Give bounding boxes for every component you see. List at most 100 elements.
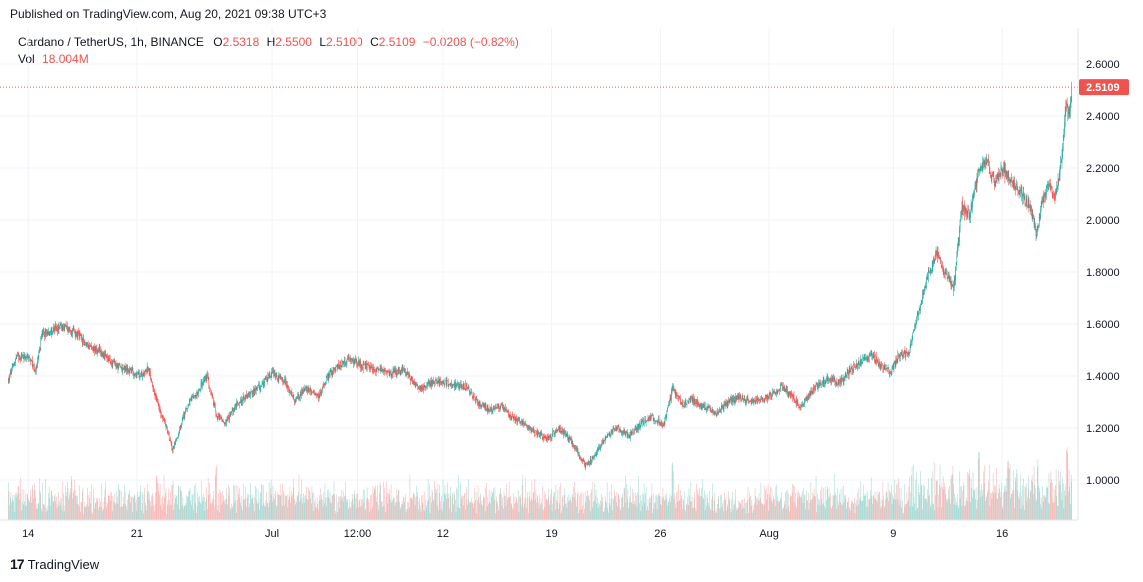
volume-bar — [953, 484, 954, 520]
volume-bar — [857, 504, 859, 520]
candle-body — [468, 386, 469, 390]
candle-body — [508, 410, 509, 416]
candle-body — [139, 373, 140, 377]
volume-bar — [852, 501, 853, 520]
volume-bar — [462, 495, 463, 520]
volume-bar — [495, 496, 497, 520]
price-chart[interactable]: 2.60002.40002.20002.00001.80001.60001.40… — [0, 28, 1143, 550]
volume-bar — [46, 508, 47, 520]
candle-body — [24, 353, 25, 359]
candle-body — [105, 353, 106, 355]
candle-body — [395, 370, 396, 374]
candle-body — [630, 431, 631, 438]
volume-bar — [458, 475, 459, 520]
candle-body — [187, 405, 189, 409]
volume-bar — [801, 497, 803, 520]
candle-body — [990, 177, 992, 180]
price-axis[interactable]: 2.60002.40002.20002.00001.80001.60001.40… — [1086, 59, 1120, 487]
candle-body — [39, 348, 41, 349]
candle-body — [195, 395, 197, 397]
candle-body — [936, 252, 937, 258]
volume-bar — [20, 477, 21, 520]
volume-bar — [239, 497, 241, 520]
volume-bar — [918, 491, 920, 520]
candle-body — [864, 357, 865, 359]
volume-bar — [988, 480, 989, 520]
volume-bar — [996, 468, 997, 520]
volume-bar — [277, 494, 279, 520]
candle-body — [814, 387, 816, 391]
volume-bar — [915, 480, 916, 520]
volume-bar — [302, 497, 304, 520]
volume-bar — [891, 484, 892, 520]
candle-body — [45, 329, 46, 337]
volume-bar — [562, 497, 563, 520]
candle-body — [256, 387, 258, 389]
volume-bar — [779, 501, 780, 520]
volume-bar — [440, 501, 441, 520]
candle-body — [407, 371, 408, 375]
volume-bar — [82, 491, 83, 520]
candle-body — [612, 430, 613, 433]
candle-body — [889, 372, 891, 374]
candle-body — [785, 388, 786, 393]
volume-bar — [488, 489, 490, 520]
volume-bar — [442, 511, 443, 520]
volume-bar — [695, 507, 696, 520]
volume-bar — [115, 504, 116, 520]
candle-body — [418, 386, 419, 388]
volume-bar — [130, 495, 132, 520]
volume-bar — [753, 510, 755, 520]
candle-body — [990, 173, 991, 178]
candle-body — [659, 423, 660, 425]
candle-body — [856, 363, 858, 367]
volume-bar — [957, 505, 959, 520]
volume-bar — [927, 489, 928, 520]
candle-body — [335, 366, 337, 368]
candle-body — [291, 392, 293, 395]
candle-body — [331, 370, 332, 375]
volume-bar — [987, 490, 989, 520]
volume-bar — [966, 497, 967, 520]
candle-body — [401, 368, 402, 372]
x-tick-label: 9 — [890, 528, 896, 540]
volume-bar — [566, 508, 568, 520]
candle-body — [802, 403, 804, 405]
candle-body — [344, 360, 345, 364]
candle-body — [704, 404, 706, 410]
volume-bar — [994, 485, 995, 520]
candle-body — [998, 172, 999, 181]
candle-body — [37, 357, 39, 361]
candle-body — [408, 372, 409, 375]
volume-bar — [796, 507, 797, 520]
candle-body — [12, 364, 14, 366]
candle-body — [667, 407, 668, 412]
candle-body — [479, 401, 481, 407]
candle-body — [212, 396, 213, 399]
time-axis[interactable]: 14 21 Jul 12:00 12 19 26 Aug 9 16 — [22, 528, 1008, 540]
volume-bar — [791, 491, 793, 520]
volume-bar — [253, 503, 254, 520]
candle-body — [179, 426, 181, 430]
candle-body — [26, 357, 28, 358]
volume-bar — [282, 483, 284, 520]
candle-body — [633, 431, 635, 433]
volume-bar — [579, 510, 581, 520]
volume-bar — [968, 473, 969, 520]
volume-bar — [172, 480, 174, 520]
volume-bar — [283, 491, 284, 520]
volume-bar — [745, 513, 747, 520]
candle-body — [999, 173, 1000, 174]
volume-bar — [804, 495, 805, 520]
volume-bar — [705, 495, 707, 520]
volume-bar — [515, 502, 516, 520]
volume-bar — [741, 500, 742, 520]
candle-body — [153, 389, 154, 392]
volume-bar — [247, 493, 248, 520]
volume-bar — [170, 504, 172, 520]
candle-body — [747, 397, 749, 401]
candle-body — [1016, 183, 1018, 190]
volume-bar — [503, 491, 505, 520]
candle-body — [619, 429, 620, 431]
volume-bar — [544, 506, 546, 520]
